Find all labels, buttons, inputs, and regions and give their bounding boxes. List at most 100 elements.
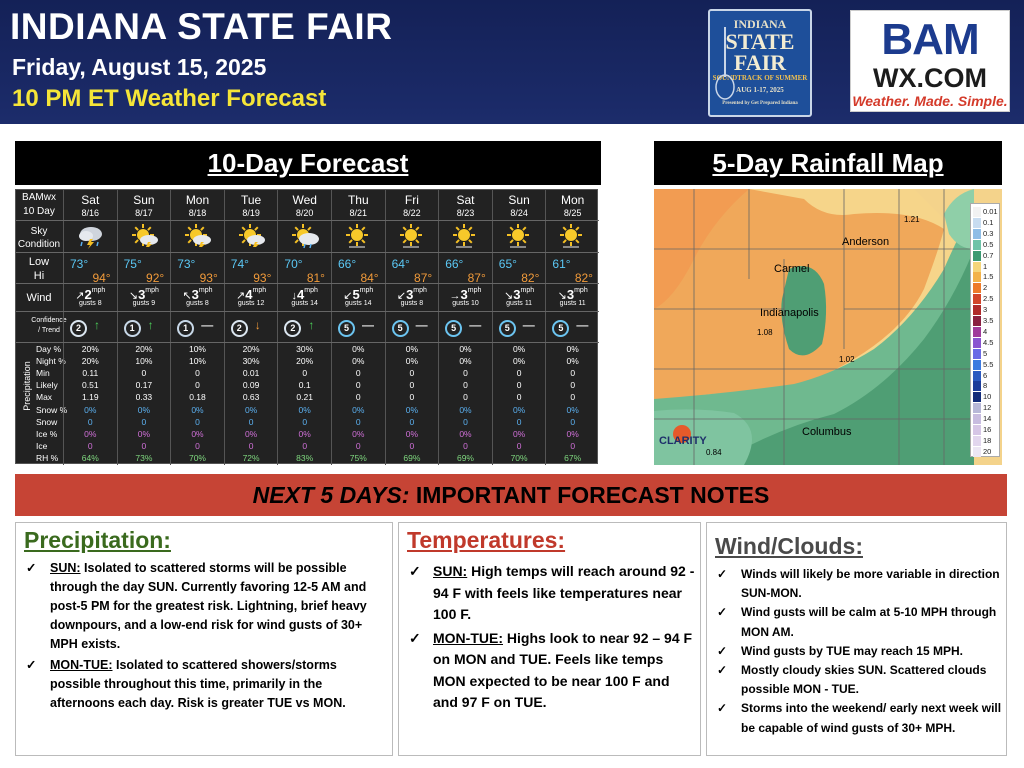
city-label: Columbus	[802, 426, 852, 438]
wind-gusts: gusts 10	[439, 300, 492, 307]
legend-label: 0.5	[983, 239, 994, 249]
precip-value: 0%	[512, 356, 526, 367]
precip-value: 0	[463, 380, 468, 391]
legend-label: 10	[983, 392, 992, 402]
precip-value: 0	[463, 440, 468, 451]
high-temp: 84°	[360, 271, 379, 285]
low-temp: 75°	[123, 257, 142, 271]
rainfall-legend: 0.01 0.1 0.3 0.5 0.7 1 1.5 2 2.5 3 3.5 4 4.5 5 5.5 6 8 10…	[970, 203, 1000, 457]
trend-icon: ↑	[147, 318, 154, 332]
precipitation-heading: Precipitation:	[24, 527, 171, 553]
bam-logo-domain: WX.COM	[873, 63, 987, 93]
wind-speed: 4	[245, 287, 253, 302]
wind-value: →3mph	[439, 287, 492, 302]
notes-banner-text: IMPORTANT FORECAST NOTES	[409, 482, 770, 508]
rainfall-value: 1.02	[839, 355, 855, 364]
rainfall-map-graphic	[654, 189, 1002, 465]
low-temp: 73°	[177, 257, 196, 271]
precip-value: 30%	[296, 344, 314, 354]
sun-icon	[346, 224, 368, 248]
day-name: Mon	[561, 193, 585, 207]
precip-value: 0	[302, 416, 308, 427]
confidence-ring: 1	[177, 320, 195, 337]
precip-value: 0.33	[135, 392, 153, 403]
wind-unit: mph	[359, 287, 374, 294]
confidence-ring: 5	[445, 320, 463, 337]
trend-icon: ↑	[308, 318, 315, 332]
page-title: INDIANA STATE FAIR	[10, 6, 393, 47]
day-date: 8/23	[456, 208, 475, 218]
fair-logo-line3: FAIR	[733, 50, 787, 75]
wind-unit: mph	[252, 287, 267, 294]
precip-value: 20%	[81, 344, 99, 354]
precip-value: 0	[463, 392, 468, 403]
low-temp: 66°	[445, 257, 464, 271]
trend-icon: —	[522, 318, 535, 332]
trend-icon: —	[469, 318, 482, 332]
legend-label: 5	[983, 348, 988, 358]
forecast-day-column: Sat 8/23 66° 87° →3mph gusts 10 5—0% 0% 0 0 0 0% 0 0% 0…	[438, 190, 492, 465]
wind-direction-icon: →	[449, 290, 461, 302]
guitar-icon	[715, 27, 735, 100]
legend-swatch	[973, 359, 981, 370]
note-item: MON-TUE: Highs look to near 92 – 94 F on…	[407, 628, 697, 714]
precip-value: 0	[516, 368, 522, 379]
day-name: Sun	[133, 193, 155, 207]
precip-value: 0%	[244, 404, 258, 415]
precip-value: 0.51	[82, 380, 99, 391]
sun-cloud-rain-icon	[292, 224, 320, 249]
legend-label: 4	[983, 326, 988, 336]
temperature-list: SUN: High temps will reach around 92 - 9…	[407, 561, 697, 716]
day-date: 8/25	[563, 208, 582, 218]
precip-row-label: Min	[36, 368, 50, 379]
wind-gusts: gusts 9	[118, 300, 171, 307]
city-label: Indianapolis	[760, 307, 819, 319]
day-name: Fri	[404, 193, 419, 207]
temperature-heading: Temperatures:	[407, 527, 566, 553]
precip-value: 0%	[566, 344, 579, 354]
precip-value: 0%	[512, 404, 526, 415]
gusts-value: 14	[363, 300, 372, 307]
rainfall-value: 1.08	[757, 328, 773, 337]
note-text: Highs look to near 92 – 94 F on MON and …	[433, 629, 693, 711]
divider	[16, 283, 599, 284]
wind-value: ↘3mph	[493, 287, 546, 302]
high-temp: 93°	[199, 271, 218, 285]
legend-swatch	[973, 316, 981, 326]
sun-storm-icon	[131, 224, 158, 249]
precip-value: 0%	[459, 404, 472, 415]
wind-value: ↗4mph	[225, 287, 278, 302]
low-temp: 73°	[70, 257, 89, 271]
wind-value: ↖3mph	[171, 287, 224, 302]
city-label: Anderson	[842, 236, 890, 248]
precip-value: 0%	[298, 404, 311, 415]
note-item: SUN: Isolated to scattered storms will b…	[24, 559, 390, 654]
legend-swatch	[973, 435, 981, 446]
notes-banner: NEXT 5 DAYS: IMPORTANT FORECAST NOTES	[15, 474, 1007, 516]
precip-value: 73%	[135, 452, 153, 463]
wind-value: ↘3mph	[118, 287, 171, 302]
legend-swatch	[973, 228, 981, 239]
fair-logo-line4: SOUNDTRACK OF SUMMER	[712, 74, 808, 82]
legend-label: 3.5	[983, 316, 994, 325]
low-row-label: Low	[28, 256, 50, 268]
precip-value: 0%	[244, 428, 258, 439]
trend-icon: —	[415, 318, 428, 332]
wind-speed: 3	[191, 287, 199, 302]
precip-value: 0.63	[242, 392, 260, 403]
precip-value: 0%	[459, 344, 472, 354]
precip-value: 0.01	[242, 368, 260, 379]
legend-label: 20	[983, 446, 992, 456]
precip-value: 0	[516, 440, 522, 451]
forecast-table: BAMwx 10 Day Sky Condition Low Hi Wind C…	[15, 189, 599, 465]
wind-unit: mph	[520, 287, 535, 294]
day-date: 8/18	[188, 208, 207, 218]
fair-logo-line2: STATE	[725, 29, 795, 54]
forecast-title: 10-Day Forecast	[207, 148, 409, 178]
wind-unit: mph	[574, 287, 588, 294]
precip-value: 0	[570, 392, 576, 403]
precip-value: 0	[570, 416, 576, 427]
note-item: Storms into the weekend/ early next week…	[715, 699, 1005, 737]
gusts-label: gusts	[78, 300, 96, 307]
wind-gusts: gusts 8	[386, 300, 439, 307]
